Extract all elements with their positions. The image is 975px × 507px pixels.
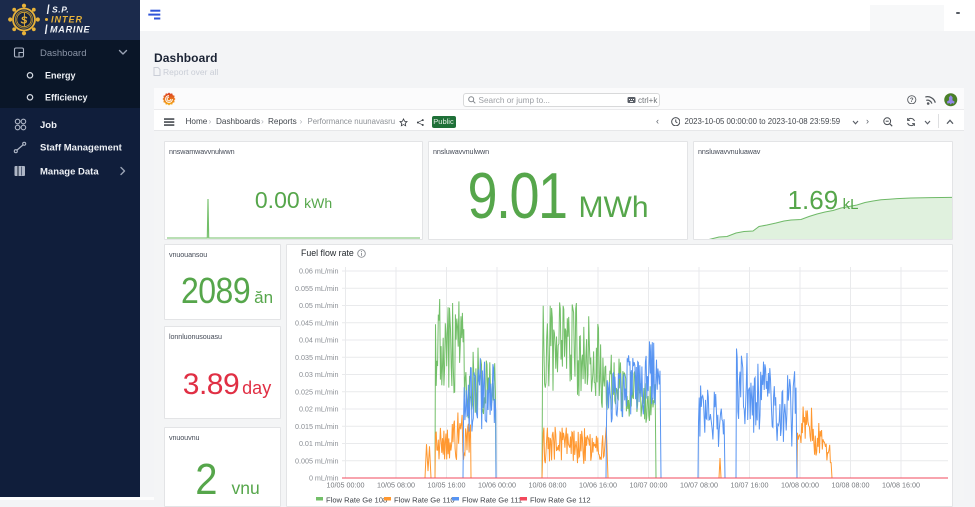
svg-text:Staff Management: Staff Management <box>40 143 123 154</box>
svg-text:0.04 mL/min: 0.04 mL/min <box>299 336 339 345</box>
svg-text:0.03 mL/min: 0.03 mL/min <box>299 370 339 379</box>
svg-text:MARINE: MARINE <box>50 25 90 35</box>
svg-text:Flow Rate Ge 111: Flow Rate Ge 111 <box>462 496 522 505</box>
svg-text:10/06 08:00: 10/06 08:00 <box>529 481 567 490</box>
svg-text:0.05 mL/min: 0.05 mL/min <box>299 301 339 310</box>
svg-text:0.035 mL/min: 0.035 mL/min <box>295 353 339 362</box>
svg-text:10/05 16:00: 10/05 16:00 <box>428 481 466 490</box>
svg-text:10/08 16:00: 10/08 16:00 <box>882 481 920 490</box>
svg-text:0.005 mL/min: 0.005 mL/min <box>295 456 339 465</box>
svg-text:0 mL/min: 0 mL/min <box>309 474 339 483</box>
svg-text:Energy: Energy <box>45 71 76 81</box>
svg-text:Job: Job <box>40 120 57 131</box>
svg-text:10/07 00:00: 10/07 00:00 <box>630 481 668 490</box>
svg-text:0.045 mL/min: 0.045 mL/min <box>295 318 339 327</box>
svg-text:0.01 mL/min: 0.01 mL/min <box>299 439 339 448</box>
svg-text:INTER: INTER <box>51 15 83 25</box>
svg-text:10/07 08:00: 10/07 08:00 <box>680 481 718 490</box>
svg-text:Efficiency: Efficiency <box>45 93 88 103</box>
svg-text:10/08 00:00: 10/08 00:00 <box>781 481 819 490</box>
svg-text:10/07 16:00: 10/07 16:00 <box>731 481 769 490</box>
svg-text:Dashboard: Dashboard <box>40 48 86 59</box>
svg-text:0.015 mL/min: 0.015 mL/min <box>295 422 339 431</box>
svg-text:0.02 mL/min: 0.02 mL/min <box>299 405 339 414</box>
svg-text:10/05 00:00: 10/05 00:00 <box>327 481 365 490</box>
svg-text:10/06 16:00: 10/06 16:00 <box>579 481 617 490</box>
svg-text:Flow Rate Ge 108: Flow Rate Ge 108 <box>326 496 387 505</box>
svg-text:10/08 08:00: 10/08 08:00 <box>832 481 870 490</box>
svg-text:0.06 mL/min: 0.06 mL/min <box>299 267 339 276</box>
svg-text:S.P.: S.P. <box>52 5 69 15</box>
svg-text:Flow Rate Ge 110: Flow Rate Ge 110 <box>394 496 455 505</box>
svg-text:Manage Data: Manage Data <box>40 166 99 177</box>
svg-text:?: ? <box>910 98 914 104</box>
svg-text:Flow Rate Ge 112: Flow Rate Ge 112 <box>530 496 591 505</box>
svg-text:0.055 mL/min: 0.055 mL/min <box>295 284 339 293</box>
svg-text:0.025 mL/min: 0.025 mL/min <box>295 387 339 396</box>
svg-text:10/05 08:00: 10/05 08:00 <box>377 481 415 490</box>
svg-text:10/06 00:00: 10/06 00:00 <box>478 481 516 490</box>
